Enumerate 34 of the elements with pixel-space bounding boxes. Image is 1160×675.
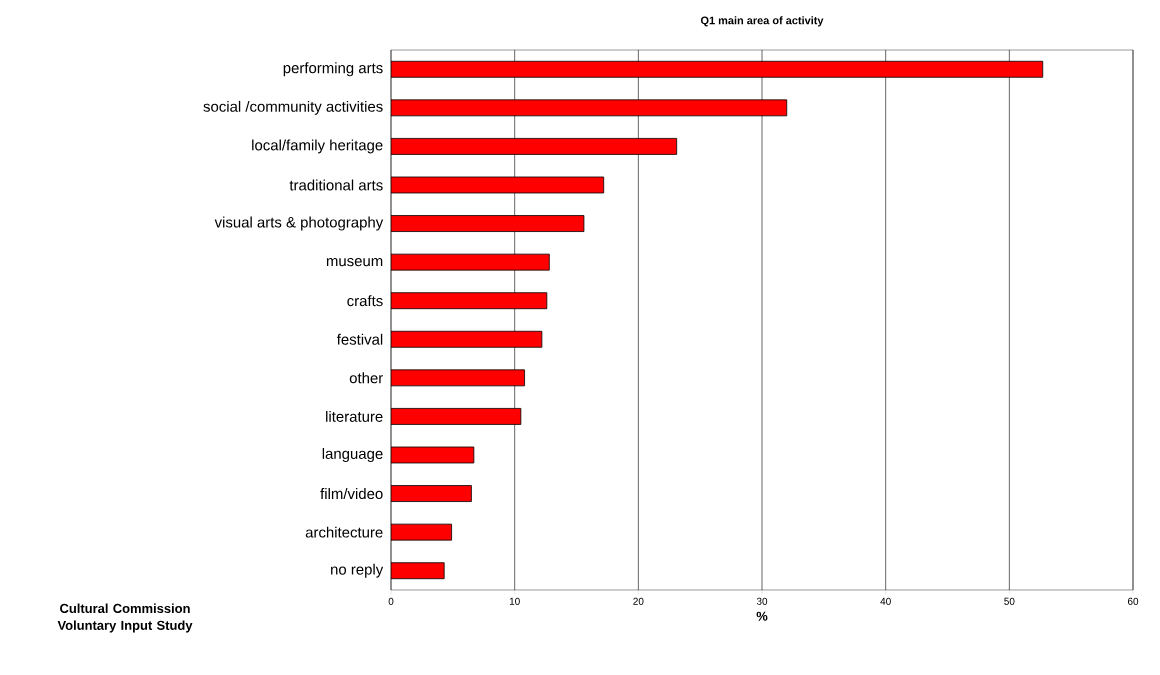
x-tick-label: 30	[756, 597, 768, 605]
x-tick-label: 40	[880, 597, 891, 605]
x-tick-label: 20	[633, 597, 644, 605]
x-axis-title: %	[756, 611, 768, 621]
x-tick-label: 60	[1127, 597, 1139, 605]
y-tick-label: local/family heritage	[252, 139, 383, 154]
text: Cultural Commission Voluntary Input Study	[57, 603, 193, 633]
bar	[391, 292, 548, 310]
bar	[391, 369, 525, 387]
x-tick-label: 50	[1004, 597, 1015, 605]
y-tick-label: visual arts & photography	[214, 216, 384, 231]
bar	[391, 60, 1044, 78]
y-tick-label: festival	[336, 333, 383, 345]
y-tick-label: no reply	[331, 563, 384, 578]
y-tick-label: other	[349, 372, 383, 384]
bar	[391, 99, 788, 117]
y-tick-label: performing arts	[283, 62, 383, 77]
bar	[391, 330, 543, 348]
chart-title: Q1 main area of activity	[700, 16, 824, 27]
y-tick-label: crafts	[347, 295, 383, 307]
y-tick-label: social /community activities	[203, 100, 383, 115]
bar	[391, 408, 522, 425]
bar	[391, 485, 472, 502]
x-tick-label: 10	[509, 597, 520, 605]
bar	[391, 138, 678, 155]
bar	[391, 215, 585, 232]
x-tick-label: 0	[388, 597, 394, 605]
y-tick-label: architecture	[305, 526, 383, 538]
y-tick-label: museum	[326, 258, 383, 267]
y-tick-label: traditional arts	[289, 179, 383, 191]
y-tick-label: film/video	[320, 488, 383, 500]
y-tick-label: literature	[326, 410, 383, 422]
bar	[391, 562, 445, 580]
y-tick-label: language	[322, 448, 383, 462]
